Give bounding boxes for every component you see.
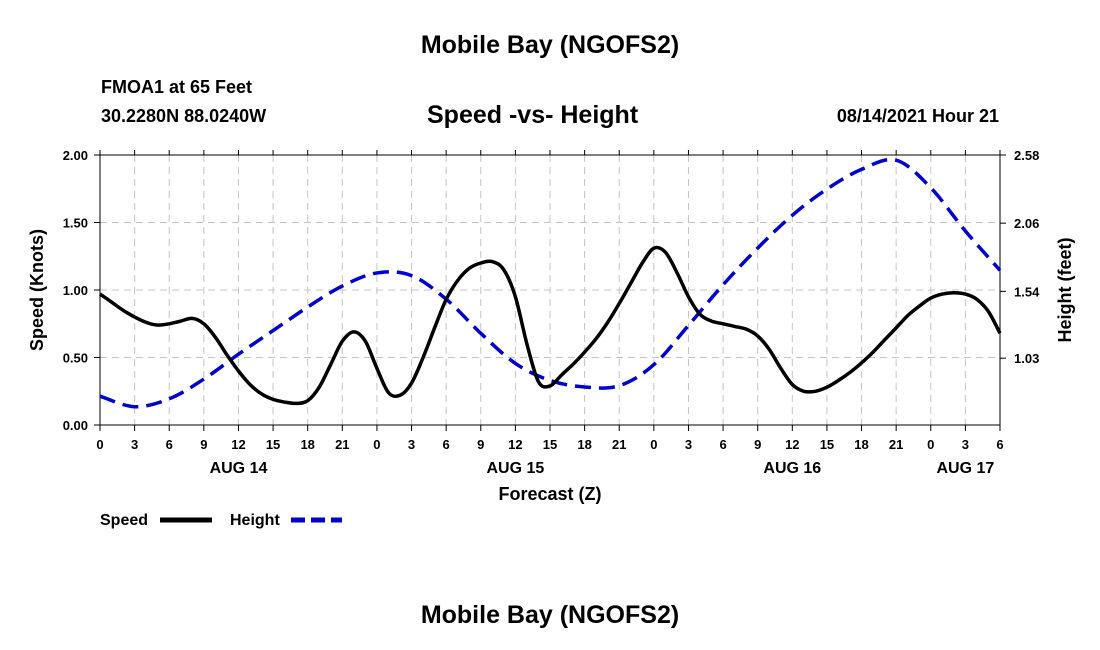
left-tick-label: 0.00 — [63, 418, 88, 433]
x-tick-label: 21 — [335, 437, 349, 452]
height-series-line — [99, 157, 1002, 409]
x-tick-label: 21 — [612, 437, 626, 452]
grid-lines — [100, 155, 1000, 425]
right-tick-label: 1.54 — [1014, 284, 1040, 299]
forecast-datetime: 08/14/2021 Hour 21 — [836, 106, 999, 126]
x-tick-label: 3 — [408, 437, 415, 452]
x-tick-label: 9 — [477, 437, 484, 452]
y-axis-title-left: Speed (Knots) — [27, 229, 47, 351]
x-tick-label: 3 — [685, 437, 692, 452]
left-tick-label: 0.50 — [63, 351, 88, 366]
right-tick-label: 2.06 — [1014, 216, 1039, 231]
x-tick-label: 12 — [785, 437, 799, 452]
station-coordinates: 30.2280N 88.0240W — [101, 106, 267, 126]
x-tick-label: 15 — [543, 437, 557, 452]
x-tick-label: 9 — [200, 437, 207, 452]
right-tick-label: 1.03 — [1014, 351, 1039, 366]
x-tick-label: 3 — [962, 437, 969, 452]
axis-ticks — [94, 150, 1006, 431]
x-axis-title: Forecast (Z) — [498, 484, 601, 504]
station-label: FMOA1 at 65 Feet — [101, 77, 253, 97]
x-tick-label: 0 — [927, 437, 934, 452]
x-tick-label: 0 — [96, 437, 103, 452]
x-tick-label: 18 — [300, 437, 314, 452]
x-tick-label: 12 — [231, 437, 245, 452]
date-label: AUG 14 — [210, 460, 268, 477]
legend-speed-label: Speed — [100, 512, 148, 529]
chart-subtitle: Speed -vs- Height — [427, 101, 639, 129]
x-tick-label: 21 — [889, 437, 903, 452]
x-tick-label: 9 — [754, 437, 761, 452]
y-axis-title-right: Height (feet) — [1055, 238, 1075, 343]
legend: Speed Height — [100, 512, 342, 529]
series-lines — [99, 157, 1002, 409]
x-tick-label: 12 — [508, 437, 522, 452]
right-tick-label: 2.58 — [1014, 148, 1039, 163]
speed-series-line — [99, 245, 1002, 406]
axis-labels: 0 3 6 9 12 15 18 21 0 3 6 9 12 15 18 21 0 3 6 9 12 15 18 21 0 3 6A… — [27, 148, 1075, 504]
x-tick-label: 6 — [996, 437, 1003, 452]
x-tick-label: 6 — [719, 437, 726, 452]
left-tick-label: 1.00 — [63, 283, 88, 298]
x-tick-label: 6 — [443, 437, 450, 452]
date-label: AUG 16 — [763, 460, 821, 477]
x-tick-label: 0 — [373, 437, 380, 452]
x-tick-label: 18 — [577, 437, 591, 452]
footer-title: Mobile Bay (NGOFS2) — [420, 601, 680, 629]
left-tick-label: 1.50 — [63, 216, 88, 231]
date-label: AUG 15 — [486, 460, 544, 477]
x-tick-label: 0 — [650, 437, 657, 452]
x-tick-label: 15 — [820, 437, 834, 452]
chart-title: Mobile Bay (NGOFS2) — [420, 31, 680, 59]
x-tick-label: 3 — [131, 437, 138, 452]
date-label: AUG 17 — [936, 460, 994, 477]
x-tick-label: 15 — [266, 437, 280, 452]
x-tick-label: 6 — [166, 437, 173, 452]
legend-height-label: Height — [230, 512, 280, 529]
x-tick-label: 18 — [854, 437, 868, 452]
left-tick-label: 2.00 — [63, 148, 88, 163]
